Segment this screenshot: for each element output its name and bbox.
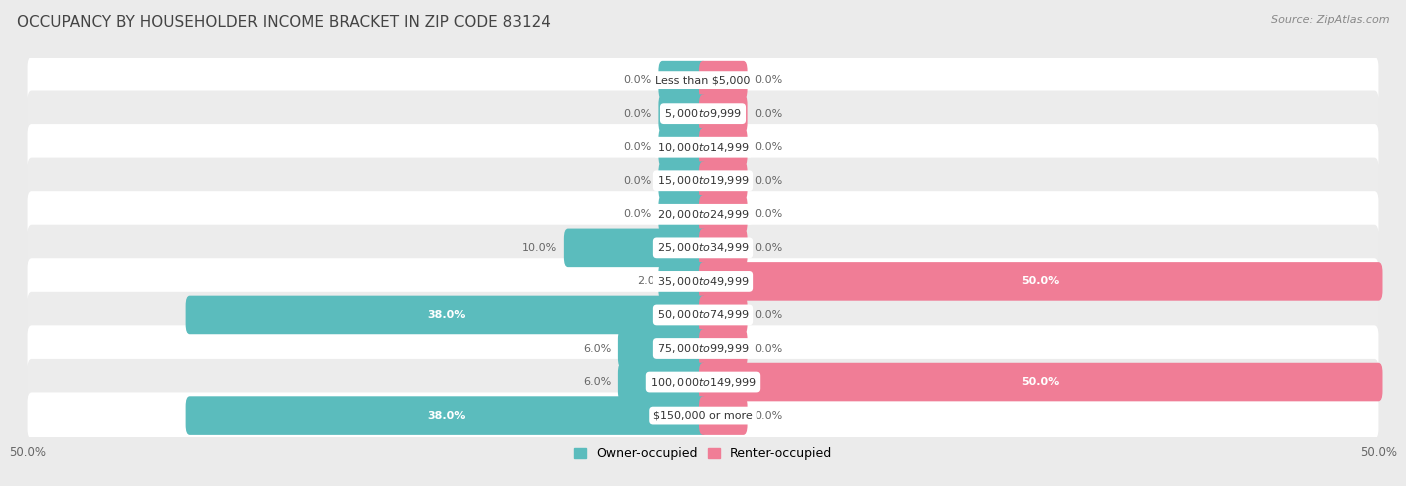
FancyBboxPatch shape [699, 128, 748, 167]
FancyBboxPatch shape [28, 90, 1378, 137]
FancyBboxPatch shape [28, 157, 1378, 204]
Text: 0.0%: 0.0% [623, 109, 651, 119]
Text: 6.0%: 6.0% [583, 344, 612, 353]
FancyBboxPatch shape [658, 161, 707, 200]
Text: 0.0%: 0.0% [755, 75, 783, 85]
FancyBboxPatch shape [28, 124, 1378, 171]
FancyBboxPatch shape [658, 195, 707, 234]
Text: 0.0%: 0.0% [623, 75, 651, 85]
Text: $25,000 to $34,999: $25,000 to $34,999 [657, 242, 749, 254]
FancyBboxPatch shape [28, 258, 1378, 305]
Text: 0.0%: 0.0% [755, 344, 783, 353]
Text: $15,000 to $19,999: $15,000 to $19,999 [657, 174, 749, 187]
FancyBboxPatch shape [658, 94, 707, 133]
FancyBboxPatch shape [699, 329, 748, 368]
Text: Source: ZipAtlas.com: Source: ZipAtlas.com [1271, 15, 1389, 25]
Text: 0.0%: 0.0% [755, 411, 783, 420]
FancyBboxPatch shape [658, 262, 707, 301]
FancyBboxPatch shape [28, 57, 1378, 103]
Text: 6.0%: 6.0% [583, 377, 612, 387]
Text: 50.0%: 50.0% [1022, 377, 1060, 387]
FancyBboxPatch shape [658, 61, 707, 100]
Text: 2.0%: 2.0% [637, 277, 665, 286]
FancyBboxPatch shape [699, 262, 1382, 301]
FancyBboxPatch shape [699, 61, 748, 100]
FancyBboxPatch shape [28, 325, 1378, 372]
FancyBboxPatch shape [699, 396, 748, 435]
Text: $10,000 to $14,999: $10,000 to $14,999 [657, 141, 749, 154]
Text: 38.0%: 38.0% [427, 411, 465, 420]
Text: 0.0%: 0.0% [755, 176, 783, 186]
FancyBboxPatch shape [699, 94, 748, 133]
Text: $100,000 to $149,999: $100,000 to $149,999 [650, 376, 756, 388]
FancyBboxPatch shape [28, 225, 1378, 271]
FancyBboxPatch shape [617, 363, 707, 401]
Legend: Owner-occupied, Renter-occupied: Owner-occupied, Renter-occupied [568, 442, 838, 465]
FancyBboxPatch shape [658, 128, 707, 167]
Text: 0.0%: 0.0% [623, 176, 651, 186]
Text: 0.0%: 0.0% [623, 142, 651, 152]
FancyBboxPatch shape [28, 393, 1378, 439]
Text: Less than $5,000: Less than $5,000 [655, 75, 751, 85]
Text: 0.0%: 0.0% [623, 209, 651, 219]
FancyBboxPatch shape [699, 228, 748, 267]
FancyBboxPatch shape [186, 295, 707, 334]
Text: 50.0%: 50.0% [1022, 277, 1060, 286]
FancyBboxPatch shape [699, 161, 748, 200]
Text: 0.0%: 0.0% [755, 209, 783, 219]
Text: 0.0%: 0.0% [755, 109, 783, 119]
FancyBboxPatch shape [699, 195, 748, 234]
Text: $35,000 to $49,999: $35,000 to $49,999 [657, 275, 749, 288]
FancyBboxPatch shape [699, 363, 1382, 401]
FancyBboxPatch shape [186, 396, 707, 435]
FancyBboxPatch shape [564, 228, 707, 267]
Text: OCCUPANCY BY HOUSEHOLDER INCOME BRACKET IN ZIP CODE 83124: OCCUPANCY BY HOUSEHOLDER INCOME BRACKET … [17, 15, 551, 30]
Text: $20,000 to $24,999: $20,000 to $24,999 [657, 208, 749, 221]
Text: 38.0%: 38.0% [427, 310, 465, 320]
FancyBboxPatch shape [28, 359, 1378, 405]
Text: $150,000 or more: $150,000 or more [654, 411, 752, 420]
FancyBboxPatch shape [617, 329, 707, 368]
Text: 10.0%: 10.0% [522, 243, 557, 253]
Text: 0.0%: 0.0% [755, 310, 783, 320]
Text: 0.0%: 0.0% [755, 142, 783, 152]
FancyBboxPatch shape [28, 292, 1378, 338]
Text: $5,000 to $9,999: $5,000 to $9,999 [664, 107, 742, 120]
Text: $50,000 to $74,999: $50,000 to $74,999 [657, 309, 749, 321]
Text: $75,000 to $99,999: $75,000 to $99,999 [657, 342, 749, 355]
FancyBboxPatch shape [699, 295, 748, 334]
FancyBboxPatch shape [28, 191, 1378, 238]
Text: 0.0%: 0.0% [755, 243, 783, 253]
